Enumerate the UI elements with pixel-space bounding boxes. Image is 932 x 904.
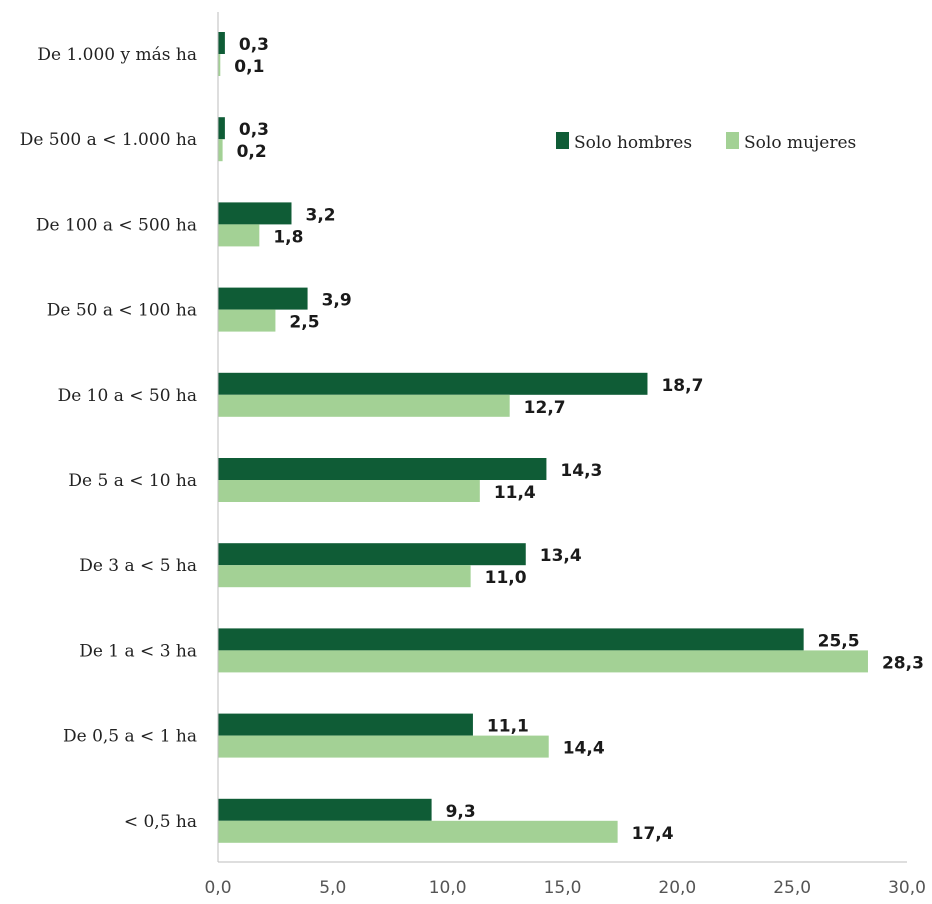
data-label-solo-mujeres: 11,0 (485, 568, 527, 588)
legend-label-solo-hombres: Solo hombres (574, 133, 692, 153)
data-label-solo-hombres: 13,4 (540, 546, 582, 566)
category-label: De 3 a < 5 ha (79, 556, 197, 576)
bar-solo-mujeres (218, 224, 260, 247)
x-axis: 0,0 5,0 10,0 15,0 20,0 25,0 30,0 (204, 861, 926, 898)
category-label: De 1.000 y más ha (37, 45, 197, 65)
category-label: De 1 a < 3 ha (79, 641, 197, 661)
x-tick-label: 0,0 (204, 878, 231, 898)
bar-solo-mujeres (218, 650, 868, 673)
data-label-solo-mujeres: 0,1 (234, 57, 264, 77)
bar-solo-mujeres (218, 309, 276, 332)
data-label-solo-mujeres: 1,8 (273, 227, 303, 247)
x-tick-label: 10,0 (429, 878, 467, 898)
bar-solo-mujeres (218, 735, 549, 758)
bar-solo-hombres (218, 458, 547, 480)
data-label-solo-mujeres: 28,3 (882, 653, 924, 673)
bar-solo-mujeres (218, 54, 221, 76)
data-label-solo-hombres: 0,3 (239, 35, 269, 55)
category-label: < 0,5 ha (124, 812, 197, 832)
data-label-solo-hombres: 14,3 (560, 461, 602, 481)
legend: Solo hombres Solo mujeres (556, 132, 856, 153)
data-label-solo-mujeres: 17,4 (632, 824, 674, 844)
bar-solo-hombres (218, 798, 432, 821)
bar-solo-hombres (218, 202, 292, 225)
bar-solo-hombres (218, 628, 804, 651)
bars-group (218, 32, 868, 843)
data-label-solo-hombres: 25,5 (818, 631, 860, 651)
data-label-solo-hombres: 0,3 (239, 120, 269, 140)
data-label-solo-hombres: 3,2 (305, 205, 335, 225)
x-tick-label: 25,0 (773, 878, 811, 898)
category-label: De 50 a < 100 ha (47, 301, 197, 321)
data-label-solo-mujeres: 14,4 (563, 739, 605, 759)
legend-swatch-solo-mujeres (726, 132, 739, 149)
legend-label-solo-mujeres: Solo mujeres (744, 133, 856, 153)
bar-solo-hombres (218, 287, 308, 310)
category-label: De 10 a < 50 ha (58, 386, 197, 406)
data-labels-group: 0,30,10,30,23,21,83,92,518,712,714,311,4… (234, 35, 924, 844)
bar-solo-hombres (218, 543, 526, 566)
category-label: De 5 a < 10 ha (68, 471, 197, 491)
x-tick-label: 30,0 (888, 878, 926, 898)
bar-solo-hombres (218, 372, 648, 395)
data-label-solo-mujeres: 11,4 (494, 483, 536, 503)
bar-solo-hombres (218, 713, 473, 736)
legend-swatch-solo-hombres (556, 132, 569, 149)
x-tick-label: 15,0 (544, 878, 582, 898)
data-label-solo-mujeres: 2,5 (289, 313, 319, 333)
x-tick-label: 5,0 (319, 878, 346, 898)
data-label-solo-hombres: 3,9 (322, 291, 352, 311)
bar-solo-mujeres (218, 394, 510, 417)
data-label-solo-mujeres: 12,7 (524, 398, 566, 418)
data-label-solo-hombres: 11,1 (487, 717, 529, 737)
bar-solo-hombres (218, 117, 225, 140)
bar-solo-hombres (218, 32, 225, 54)
category-labels-group: De 1.000 y más ha De 500 a < 1.000 ha De 1… (20, 45, 197, 832)
category-label: De 0,5 a < 1 ha (63, 727, 197, 747)
category-label: De 100 a < 500 ha (36, 215, 197, 235)
data-label-solo-hombres: 9,3 (446, 802, 476, 822)
bar-solo-mujeres (218, 139, 223, 162)
category-label: De 500 a < 1.000 ha (20, 130, 197, 150)
data-label-solo-hombres: 18,7 (661, 376, 703, 396)
bar-solo-mujeres (218, 820, 618, 843)
data-label-solo-mujeres: 0,2 (237, 142, 267, 162)
x-tick-label: 20,0 (658, 878, 696, 898)
bar-solo-mujeres (218, 480, 480, 502)
bar-solo-mujeres (218, 565, 471, 588)
